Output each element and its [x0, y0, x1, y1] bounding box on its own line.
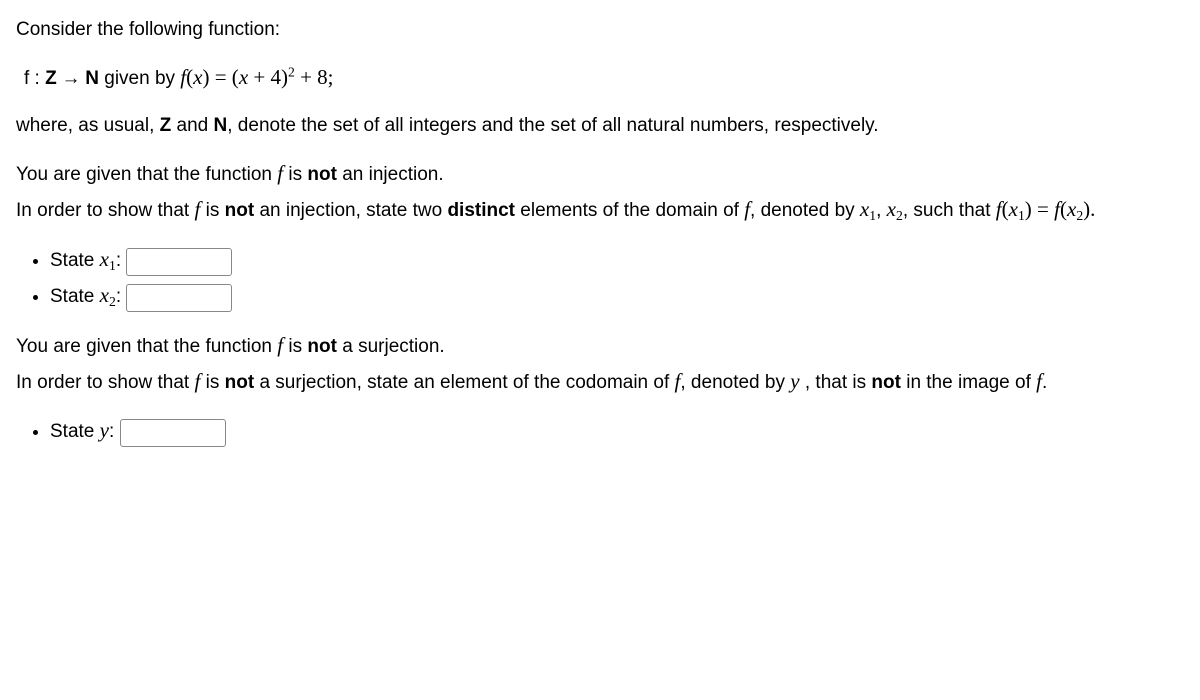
- injection-section: You are given that the function f is not…: [16, 156, 1184, 227]
- inj-line2-f: , such that: [903, 200, 996, 221]
- state-label: State: [50, 421, 100, 442]
- not-bold: not: [307, 336, 337, 357]
- paren: (: [1002, 197, 1009, 221]
- sur-line2-f: in the image of: [901, 372, 1036, 393]
- sub1: 1: [109, 257, 116, 272]
- intro-text: Consider the following function:: [16, 14, 1184, 46]
- inj-line1-a: You are given that the function: [16, 164, 277, 185]
- inj-line2-d: elements of the domain of: [515, 200, 744, 221]
- surjection-inputs: State y:: [16, 413, 1184, 449]
- not-bold: not: [225, 372, 255, 393]
- surjection-section: You are given that the function f is not…: [16, 328, 1184, 399]
- x2: x: [887, 197, 896, 221]
- x: x: [1067, 197, 1076, 221]
- fx-tail: + 8;: [295, 65, 334, 89]
- sur-line2-d: , denoted by: [680, 372, 790, 393]
- close: ).: [1083, 197, 1095, 221]
- sub2: 2: [109, 294, 116, 309]
- inj-line2-b: is: [200, 200, 224, 221]
- inj-line2-c: an injection, state two: [254, 200, 447, 221]
- comma: ,: [876, 200, 887, 221]
- x1-input[interactable]: [126, 248, 232, 276]
- N-symbol: N: [214, 115, 228, 136]
- sur-line2-a: In order to show that: [16, 372, 195, 393]
- inj-line2-a: In order to show that: [16, 200, 195, 221]
- inj-line1-c: an injection.: [337, 164, 444, 185]
- not-bold: not: [871, 372, 901, 393]
- x2-input[interactable]: [126, 284, 232, 312]
- x2-label: x: [100, 283, 109, 307]
- distinct-bold: distinct: [447, 200, 515, 221]
- and-text: and: [171, 115, 213, 136]
- list-item: State x1:: [50, 242, 1184, 278]
- eq: ) =: [1025, 197, 1054, 221]
- arrow-icon: →: [57, 68, 86, 89]
- x: x: [1009, 197, 1018, 221]
- function-definition: f : Z → N given by f(x) = (x + 4)2 + 8;: [16, 60, 1184, 96]
- inj-line1-b: is: [283, 164, 307, 185]
- state-label: State: [50, 286, 100, 307]
- x1-label: x: [100, 247, 109, 271]
- where-clause: where, as usual, Z and N, denote the set…: [16, 110, 1184, 142]
- sur-line1-a: You are given that the function: [16, 336, 277, 357]
- sur-line1-b: is: [283, 336, 307, 357]
- sur-line2-b: is: [200, 372, 224, 393]
- sub2: 2: [896, 208, 903, 223]
- where-text: where, as usual,: [16, 115, 160, 136]
- colon: :: [29, 68, 45, 89]
- fx-expr: (x) = (x + 4): [186, 65, 288, 89]
- exponent: 2: [288, 65, 295, 80]
- sur-line1-c: a surjection.: [337, 336, 445, 357]
- domain-Z: Z: [45, 68, 57, 89]
- colon: :: [116, 250, 121, 271]
- given-by: given by: [99, 68, 180, 89]
- list-item: State y:: [50, 413, 1184, 449]
- x1: x: [860, 197, 869, 221]
- sur-line2-e: , that is: [800, 372, 872, 393]
- inj-line2-e: , denoted by: [750, 200, 860, 221]
- paren: (: [1060, 197, 1067, 221]
- not-bold: not: [225, 200, 255, 221]
- colon: :: [109, 421, 114, 442]
- where-tail: , denote the set of all integers and the…: [227, 115, 878, 136]
- sur-line2-c: a surjection, state an element of the co…: [254, 372, 674, 393]
- sub1: 1: [1018, 208, 1025, 223]
- Z-symbol: Z: [160, 115, 172, 136]
- y-label: y: [100, 418, 109, 442]
- codomain-N: N: [85, 68, 99, 89]
- list-item: State x2:: [50, 278, 1184, 314]
- y-input[interactable]: [120, 419, 226, 447]
- period: .: [1042, 372, 1047, 393]
- y-sym: y: [790, 369, 799, 393]
- injection-inputs: State x1: State x2:: [16, 242, 1184, 314]
- colon: :: [116, 286, 121, 307]
- not-bold: not: [307, 164, 337, 185]
- state-label: State: [50, 250, 100, 271]
